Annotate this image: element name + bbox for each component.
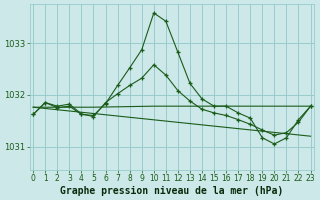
X-axis label: Graphe pression niveau de la mer (hPa): Graphe pression niveau de la mer (hPa) <box>60 186 284 196</box>
